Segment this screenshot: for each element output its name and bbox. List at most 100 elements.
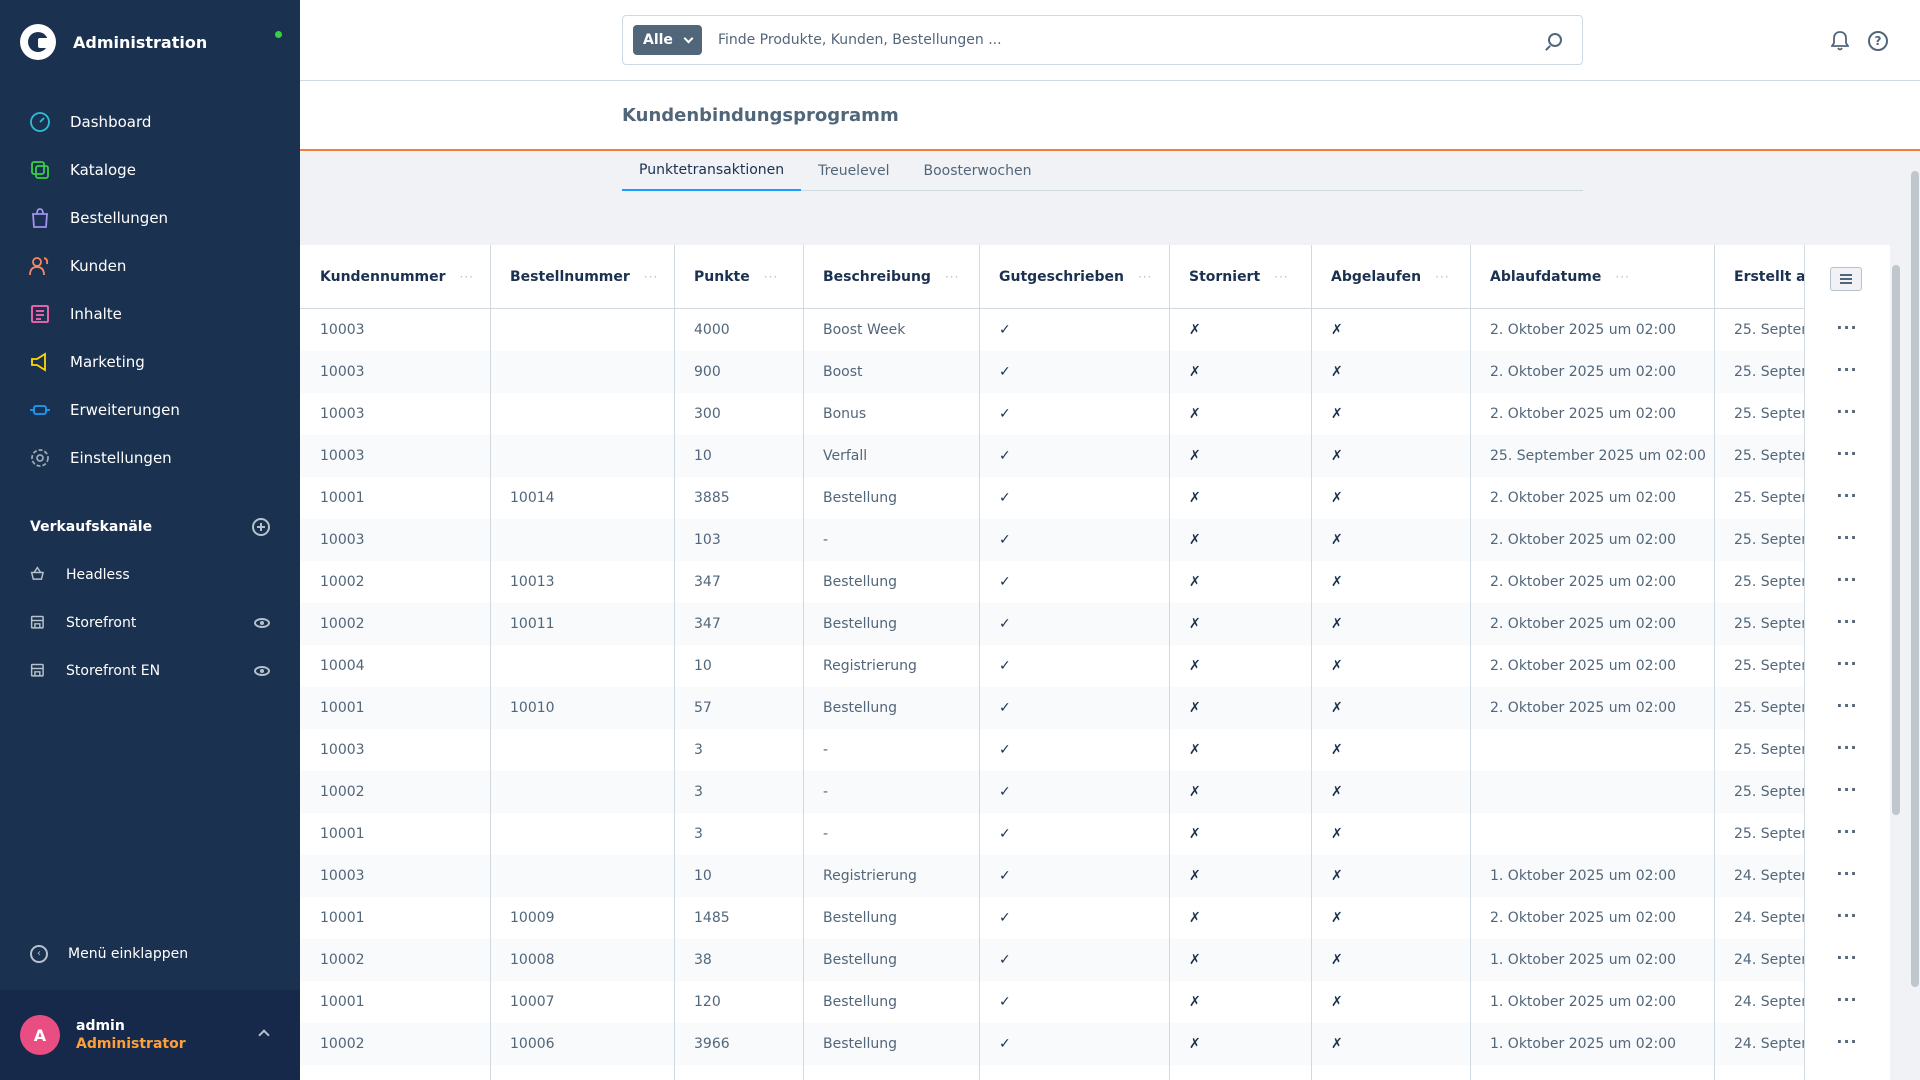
- nav-item-bestellungen[interactable]: Bestellungen: [0, 194, 300, 242]
- user-menu[interactable]: A admin Administrator: [0, 990, 300, 1080]
- row-actions-button[interactable]: ···: [1836, 528, 1858, 547]
- nav-item-kataloge[interactable]: Kataloge: [0, 146, 300, 194]
- chevron-up-icon[interactable]: [258, 1029, 270, 1041]
- row-actions-button[interactable]: ···: [1836, 654, 1858, 673]
- sales-channel-headless[interactable]: Headless: [0, 551, 300, 599]
- page-scrollbar-thumb[interactable]: [1911, 171, 1919, 987]
- nav-item-dashboard[interactable]: Dashboard: [0, 98, 300, 146]
- table-row[interactable]: 10001 10007 120 Bestellung ✓ ✗ ✗ 1. Oktober 202…: [300, 981, 1890, 1023]
- column-header[interactable]: Beschreibung ···: [803, 245, 959, 309]
- eye-icon[interactable]: [254, 666, 270, 676]
- column-header[interactable]: Erstellt an: [1714, 245, 1816, 309]
- table-row[interactable]: 10003 103 - ✓ ✗ ✗ 2. Oktober 2025 um 02:00 25. …: [300, 519, 1890, 561]
- row-actions-button[interactable]: ···: [1836, 990, 1858, 1009]
- row-actions-button[interactable]: ···: [1836, 486, 1858, 505]
- nav-item-marketing[interactable]: Marketing: [0, 338, 300, 386]
- table-cell: 25. September: [1734, 490, 1804, 506]
- search-type-select[interactable]: Alle: [633, 25, 702, 55]
- row-actions-button[interactable]: ···: [1836, 948, 1858, 967]
- table-row[interactable]: 10003 300 Bonus ✓ ✗ ✗ 2. Oktober 2025 um 02:00…: [300, 393, 1890, 435]
- column-menu-icon[interactable]: ···: [944, 270, 960, 284]
- sales-channel-storefront[interactable]: Storefront: [0, 599, 300, 647]
- tab-boosterwochen[interactable]: Boosterwochen: [923, 163, 1032, 179]
- row-actions-button[interactable]: ···: [1836, 738, 1858, 757]
- row-actions-button[interactable]: ···: [1836, 444, 1858, 463]
- table-row[interactable]: 10002 10006 3966 Bestellung ✓ ✗ ✗ 1. Oktober 20…: [300, 1023, 1890, 1065]
- table-row[interactable]: 10001 3 - ✓ ✗ ✗ 25. September: [300, 813, 1890, 855]
- table-cell: ✗: [1331, 322, 1343, 338]
- sales-channel-list: Headless Storefront Storefront EN: [0, 551, 300, 695]
- nav-item-einstellungen[interactable]: Einstellungen: [0, 434, 300, 482]
- row-actions-button[interactable]: ···: [1836, 906, 1858, 925]
- column-menu-icon[interactable]: ···: [1435, 270, 1450, 284]
- table-row[interactable]: 10003 900 Boost ✓ ✗ ✗ 2. Oktober 2025 um 02:00…: [300, 351, 1890, 393]
- table-row[interactable]: 10003 3 - ✓ ✗ ✗ 25. September: [300, 729, 1890, 771]
- collapse-menu-button[interactable]: ‹ Menü einklappen: [30, 945, 188, 963]
- column-menu-icon[interactable]: ···: [1137, 270, 1153, 284]
- table-cell: ✗: [1189, 826, 1201, 842]
- column-menu-icon[interactable]: ···: [763, 270, 779, 284]
- row-actions-button[interactable]: ···: [1836, 612, 1858, 631]
- column-header[interactable]: Kundennummer ···: [300, 245, 474, 309]
- customers-icon: [29, 255, 51, 277]
- table-row[interactable]: 10001 10014 3885 Bestellung ✓ ✗ ✗ 2. Oktober 20…: [300, 477, 1890, 519]
- tab-treuelevel[interactable]: Treuelevel: [818, 163, 890, 179]
- row-actions-button[interactable]: ···: [1836, 822, 1858, 841]
- table-cell: 25. September: [1734, 826, 1804, 842]
- table-cell: ✓: [999, 826, 1011, 842]
- grid-scrollbar-thumb[interactable]: [1892, 265, 1900, 815]
- row-actions-button[interactable]: ···: [1836, 780, 1858, 799]
- search-input[interactable]: [717, 32, 1548, 48]
- column-header[interactable]: Bestellnummer ···: [490, 245, 658, 309]
- row-actions-button[interactable]: ···: [1836, 402, 1858, 421]
- row-actions-button[interactable]: ···: [1836, 1032, 1858, 1051]
- column-menu-icon[interactable]: ···: [643, 270, 659, 284]
- table-row[interactable]: 10003 10 Registrierung ✓ ✗ ✗ 1. Oktober 2025 u…: [300, 855, 1890, 897]
- table-row[interactable]: 10004 10 Registrierung ✓ ✗ ✗ 2. Oktober 2025 u…: [300, 645, 1890, 687]
- column-header[interactable]: Ablaufdatume ···: [1470, 245, 1630, 309]
- table-cell: 10002: [320, 616, 365, 632]
- nav-item-inhalte[interactable]: Inhalte: [0, 290, 300, 338]
- table-cell: 3885: [694, 490, 730, 506]
- table-row[interactable]: 10003 10 Verfall ✓ ✗ ✗ 25. September 2025 um 0…: [300, 435, 1890, 477]
- row-actions-button[interactable]: ···: [1836, 864, 1858, 883]
- row-actions-button[interactable]: ···: [1836, 570, 1858, 589]
- add-sales-channel-icon[interactable]: [252, 518, 270, 536]
- table-cell: 25. September: [1734, 616, 1804, 632]
- row-actions-button[interactable]: ···: [1836, 696, 1858, 715]
- table-cell: [490, 519, 674, 561]
- table-row[interactable]: 10002 10008 38 Bestellung ✓ ✗ ✗ 1. Oktober 2025…: [300, 939, 1890, 981]
- table-row[interactable]: 10002 3 - ✓ ✗ ✗ 25. September: [300, 771, 1890, 813]
- column-menu-icon[interactable]: ···: [1615, 270, 1630, 284]
- bell-icon[interactable]: [1831, 31, 1849, 51]
- search-icon[interactable]: [1548, 33, 1562, 47]
- column-header[interactable]: Gutgeschrieben ···: [979, 245, 1152, 309]
- table-cell: 347: [694, 616, 721, 632]
- table-cell: ✓: [999, 406, 1011, 422]
- brand[interactable]: Administration: [20, 20, 282, 64]
- column-menu-icon[interactable]: ···: [1274, 270, 1289, 284]
- eye-icon[interactable]: [254, 618, 270, 628]
- column-menu-icon[interactable]: ···: [459, 270, 474, 284]
- table-cell: 25. September: [1734, 322, 1804, 338]
- table-row[interactable]: 10001 10010 57 Bestellung ✓ ✗ ✗ 2. Oktober 2025…: [300, 687, 1890, 729]
- table-row[interactable]: 10002 10013 347 Bestellung ✓ ✗ ✗ 2. Oktober 202…: [300, 561, 1890, 603]
- table-row[interactable]: 10002 10011 347 Bestellung ✓ ✗ ✗ 2. Oktober 202…: [300, 603, 1890, 645]
- table-cell: ✗: [1189, 1036, 1201, 1052]
- basket-icon: [30, 564, 48, 586]
- nav-item-erweiterungen[interactable]: Erweiterungen: [0, 386, 300, 434]
- row-actions-button[interactable]: ···: [1836, 360, 1858, 379]
- grid-scrollbar[interactable]: [1891, 249, 1901, 1080]
- table-row[interactable]: 10003 4000 Boost Week ✓ ✗ ✗ 2. Oktober 2025 um…: [300, 309, 1890, 351]
- column-header[interactable]: Punkte ···: [674, 245, 778, 309]
- column-header[interactable]: Abgelaufen ···: [1311, 245, 1450, 309]
- page-scrollbar[interactable]: [1910, 155, 1920, 1080]
- sales-channel-storefront-en[interactable]: Storefront EN: [0, 647, 300, 695]
- tab-punktetransaktionen[interactable]: Punktetransaktionen: [622, 151, 802, 191]
- row-actions-button[interactable]: ···: [1836, 318, 1858, 337]
- help-icon[interactable]: ?: [1868, 31, 1888, 51]
- nav-item-kunden[interactable]: Kunden: [0, 242, 300, 290]
- grid-settings-button[interactable]: [1830, 267, 1862, 291]
- column-header[interactable]: Storniert ···: [1169, 245, 1289, 309]
- table-row[interactable]: 10001 10009 1485 Bestellung ✓ ✗ ✗ 2. Oktober 20…: [300, 897, 1890, 939]
